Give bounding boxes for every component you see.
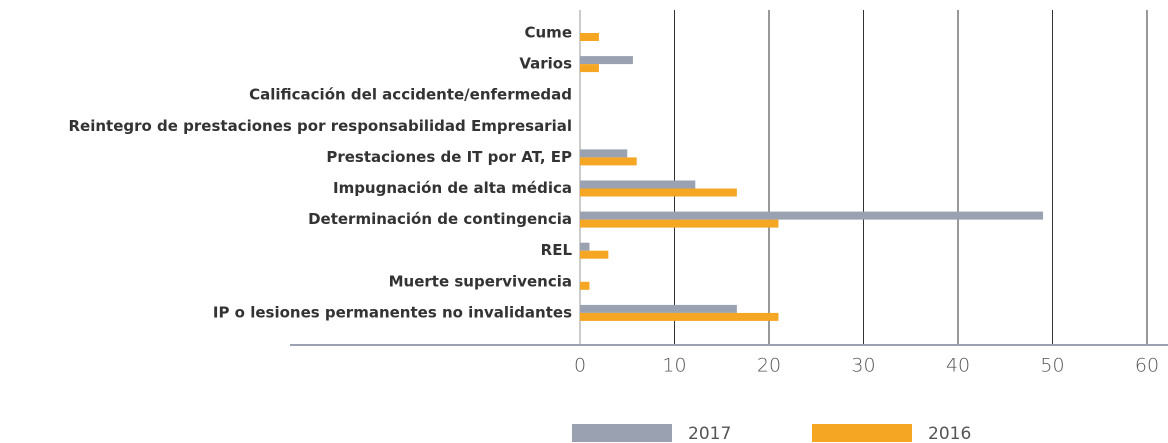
x-tick-label: 10 [662,355,686,377]
bar [580,188,737,197]
legend-label: 2016 [928,424,971,443]
x-tick-label: 30 [851,355,875,377]
category-label: IP o lesiones permanentes no invalidante… [213,303,572,321]
x-tick-label: 60 [1135,355,1159,377]
legend-label: 2017 [688,424,731,443]
bar [580,211,1044,220]
bar [580,157,637,166]
legend-swatch [812,424,912,442]
bar [580,312,779,321]
category-label: REL [541,241,573,259]
x-tick-label: 0 [574,355,586,377]
x-tick-label: 50 [1040,355,1064,377]
category-label: Impugnación de alta médica [333,179,572,197]
category-label: Prestaciones de IT por AT, EP [326,148,572,166]
category-label: Determinación de contingencia [308,210,572,228]
x-tick-label: 40 [946,355,970,377]
bar [580,180,696,189]
bar [580,219,779,228]
bar [580,281,590,290]
legend-swatch [572,424,672,442]
category-label: Cume [525,24,573,42]
category-label: Reintegro de prestaciones por responsabi… [68,117,572,135]
category-label: Muerte supervivencia [389,272,572,290]
category-label: Varios [519,55,572,73]
bar [580,149,628,158]
bar [580,304,737,313]
x-tick-label: 20 [757,355,781,377]
bar [580,250,609,259]
bar [580,56,633,65]
bar [580,242,590,251]
bar [580,64,599,73]
category-label: Calificación del accidente/enfermedad [249,86,572,104]
bar [580,33,599,41]
